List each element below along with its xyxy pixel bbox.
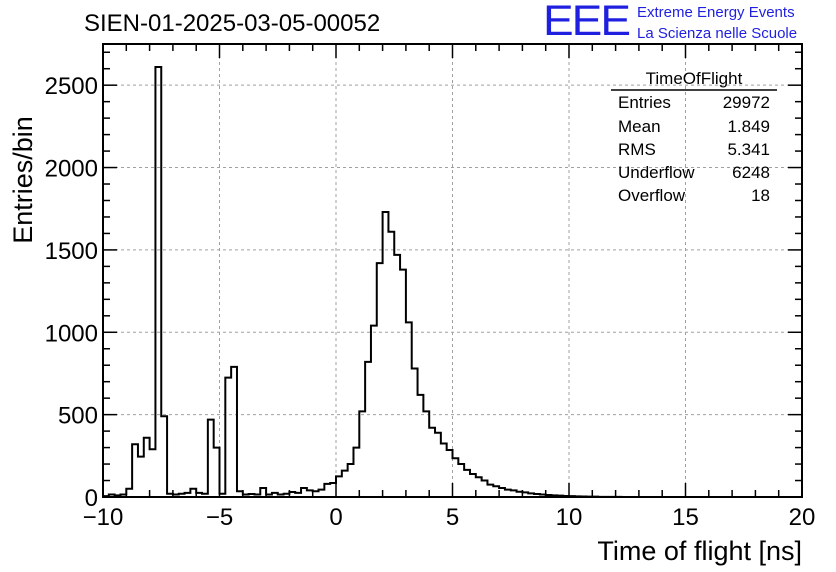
logo-subtitle-2: La Scienza nelle Scuole bbox=[637, 25, 798, 42]
y-tick-label: 2500 bbox=[45, 73, 98, 100]
axis-ticks bbox=[102, 44, 803, 498]
y-tick-label: 2000 bbox=[45, 156, 98, 183]
stat-label-rms: RMS bbox=[618, 140, 656, 159]
x-axis-label: Time of flight [ns] bbox=[597, 536, 802, 566]
run-title: SIEN-01-2025-03-05-00052 bbox=[84, 10, 381, 37]
stat-label-underflow: Underflow bbox=[618, 163, 695, 182]
grid-lines bbox=[103, 44, 802, 497]
stat-value-rms: 5.341 bbox=[727, 140, 770, 159]
stat-value-overflow: 18 bbox=[751, 186, 770, 205]
y-tick-label: 500 bbox=[58, 403, 98, 430]
x-tick-label: 10 bbox=[556, 504, 583, 531]
x-tick-label: 5 bbox=[446, 504, 459, 531]
eee-logo: EEE bbox=[543, 0, 631, 44]
axis-tick-labels: −10 −5 0 5 10 15 20 0 500 1000 1500 2000 2500 bbox=[45, 73, 816, 531]
stat-label-entries: Entries bbox=[618, 93, 671, 112]
plot-frame bbox=[102, 43, 803, 498]
y-axis-label: Entries/bin bbox=[8, 116, 38, 244]
y-tick-label: 1500 bbox=[45, 238, 98, 265]
stat-label-overflow: Overflow bbox=[618, 186, 686, 205]
logo-subtitle-1: Extreme Energy Events bbox=[637, 4, 795, 21]
x-tick-label: 20 bbox=[789, 504, 816, 531]
x-tick-label: 15 bbox=[672, 504, 699, 531]
histogram-series-line bbox=[103, 66, 802, 498]
x-tick-label: −5 bbox=[206, 504, 233, 531]
stat-value-underflow: 6248 bbox=[732, 163, 770, 182]
stat-value-mean: 1.849 bbox=[727, 117, 770, 136]
x-tick-label: −10 bbox=[83, 504, 124, 531]
y-tick-label: 1000 bbox=[45, 320, 98, 347]
x-tick-label: 0 bbox=[329, 504, 342, 531]
stat-value-entries: 29972 bbox=[722, 93, 770, 112]
y-tick-label: 0 bbox=[85, 485, 98, 512]
stat-label-mean: Mean bbox=[618, 117, 661, 136]
stats-box-title: TimeOfFlight bbox=[645, 69, 743, 88]
